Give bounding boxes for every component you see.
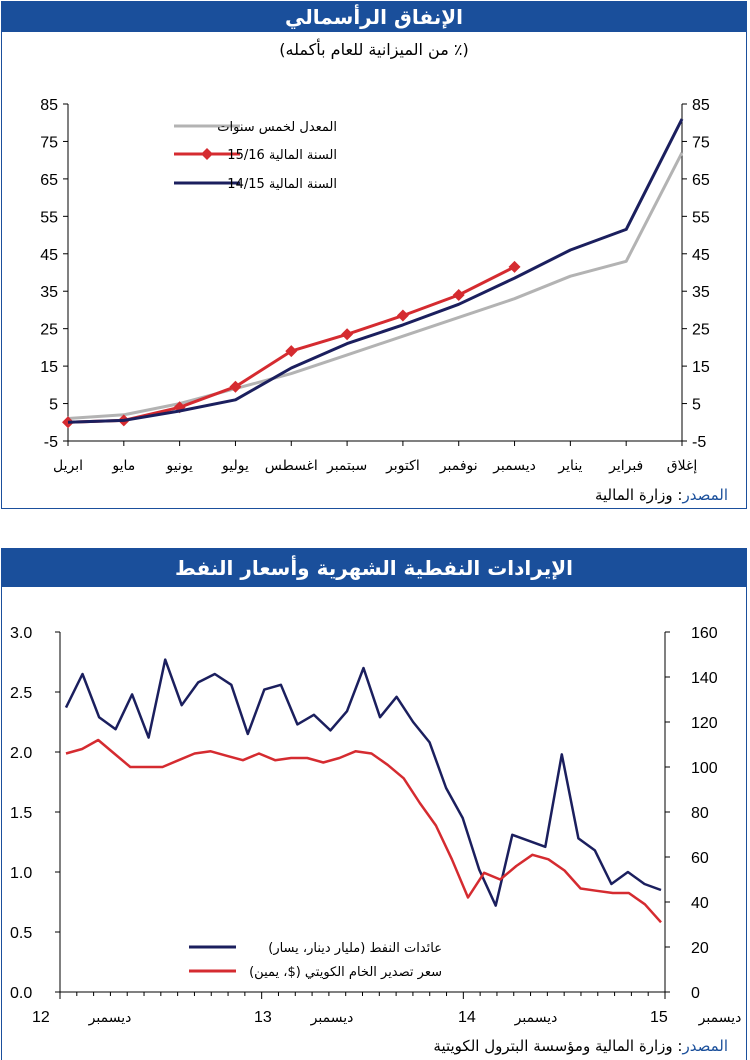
y-tick-label-right: 60	[691, 850, 709, 867]
y-tick-label-left: 2.5	[10, 685, 32, 702]
y-tick-label-right: 20	[691, 940, 709, 957]
y-tick-label-left: 0.0	[10, 985, 32, 1002]
y-tick-label-right: 80	[691, 805, 709, 822]
x-tick-label: يناير	[557, 458, 582, 474]
x-tick-label: مايو	[111, 458, 135, 474]
x-tick-month: ديسمبر	[698, 1010, 742, 1026]
y-tick-label-right: 35	[692, 284, 710, 301]
y-tick-label-right: 45	[692, 247, 710, 264]
series-line	[67, 118, 684, 424]
series-line	[65, 738, 662, 924]
legend-label: عائدات النفط (مليار دينار، يسار)	[268, 941, 442, 956]
x-tick-label: ابريل	[53, 458, 83, 474]
legend-marker	[201, 148, 213, 160]
y-tick-label-right: 75	[692, 134, 710, 151]
x-tick-month: ديسمبر	[310, 1010, 354, 1026]
x-tick-label: ديسمبر	[492, 458, 536, 474]
y-tick-label-left: 2.0	[10, 745, 32, 762]
x-tick-label: إغلاق	[667, 458, 698, 474]
x-tick-year: 15	[650, 1009, 668, 1026]
capex-chart-panel: الإنفاق الرأسمالي (٪ من الميزانية للعام …	[1, 1, 747, 509]
series-line	[67, 265, 516, 424]
y-tick-label-right: 120	[691, 715, 718, 732]
y-tick-label-right: 15	[692, 359, 710, 376]
x-tick-label: يوليو	[221, 458, 249, 474]
y-tick-label-left: 5	[49, 397, 58, 414]
legend-label: سعر تصدير الخام الكويتي ($، يمين)	[249, 965, 442, 980]
x-tick-label: اغسطس	[265, 458, 318, 474]
chart-source: المصدر: وزارة المالية ومؤسسة البترول الك…	[433, 1037, 728, 1055]
oil-revenue-line-chart: 0.0 0.5 1.0 1.5 2.0 2.5 3.0 0 20 40 60 80 100 120 140 1…	[10, 625, 742, 1026]
y-tick-label-left: 45	[40, 247, 58, 264]
legend-label: المعدل لخمس سنوات	[217, 120, 337, 135]
y-tick-label-left: 15	[40, 359, 58, 376]
oil-revenue-chart-panel: الإيرادات النفطية الشهرية وأسعار النفط 0…	[1, 548, 747, 1060]
chart-title: الإيرادات النفطية الشهرية وأسعار النفط	[2, 549, 746, 587]
y-tick-label-right: 5	[692, 397, 701, 414]
y-tick-label-right: 160	[691, 625, 718, 642]
series-line	[67, 152, 684, 420]
y-tick-label-right: 100	[691, 760, 718, 777]
y-tick-label-left: 25	[40, 322, 58, 339]
series-marker	[452, 288, 465, 301]
y-tick-label-left: 3.0	[10, 625, 32, 642]
series-marker	[341, 328, 354, 341]
chart-source: المصدر: وزارة المالية	[595, 486, 728, 504]
y-tick-label-left: 55	[40, 209, 58, 226]
y-tick-label-right: 0	[691, 985, 700, 1002]
x-tick-label: فبراير	[608, 458, 643, 474]
x-tick-label: نوفمبر	[439, 458, 478, 474]
y-tick-label-left: 85	[40, 97, 58, 114]
legend-label: السنة المالية 15/16	[227, 148, 337, 163]
x-tick-label: يونيو	[165, 458, 193, 474]
series-marker	[396, 309, 409, 322]
x-tick-month: ديسمبر	[514, 1010, 558, 1026]
y-tick-label-left: 1.5	[10, 805, 32, 822]
source-label: المصدر	[682, 486, 728, 504]
y-tick-label-right: -5	[692, 434, 706, 451]
source-label: المصدر	[682, 1037, 728, 1055]
y-tick-label-left: 1.0	[10, 865, 32, 882]
x-tick-year: 12	[32, 1009, 50, 1026]
y-tick-label-right: 140	[691, 670, 718, 687]
series-marker	[508, 260, 521, 273]
y-tick-label-left: 75	[40, 134, 58, 151]
series-line	[64, 658, 662, 907]
legend-label: السنة المالية 14/15	[227, 177, 337, 192]
y-tick-label-right: 25	[692, 322, 710, 339]
series-marker	[229, 380, 242, 393]
y-tick-label-right: 40	[691, 895, 709, 912]
series-marker	[285, 345, 298, 358]
y-tick-label-left: -5	[44, 434, 58, 451]
chart-title: الإنفاق الرأسمالي	[2, 2, 746, 32]
y-tick-label-left: 35	[40, 284, 58, 301]
x-tick-year: 13	[254, 1009, 272, 1026]
y-tick-label-right: 65	[692, 172, 710, 189]
y-tick-label-right: 85	[692, 97, 710, 114]
y-tick-label-left: 65	[40, 172, 58, 189]
x-tick-label: سبتمبر	[326, 458, 367, 474]
source-text: : وزارة المالية	[594, 486, 683, 504]
x-tick-label: اكتوبر	[385, 458, 420, 474]
source-text: : وزارة المالية ومؤسسة البترول الكويتية	[433, 1037, 683, 1055]
y-tick-label-right: 55	[692, 209, 710, 226]
x-tick-month: ديسمبر	[88, 1010, 132, 1026]
y-tick-label-left: 0.5	[10, 925, 32, 942]
x-tick-year: 14	[458, 1009, 476, 1026]
chart-subtitle: (٪ من الميزانية للعام بأكمله)	[279, 40, 469, 59]
